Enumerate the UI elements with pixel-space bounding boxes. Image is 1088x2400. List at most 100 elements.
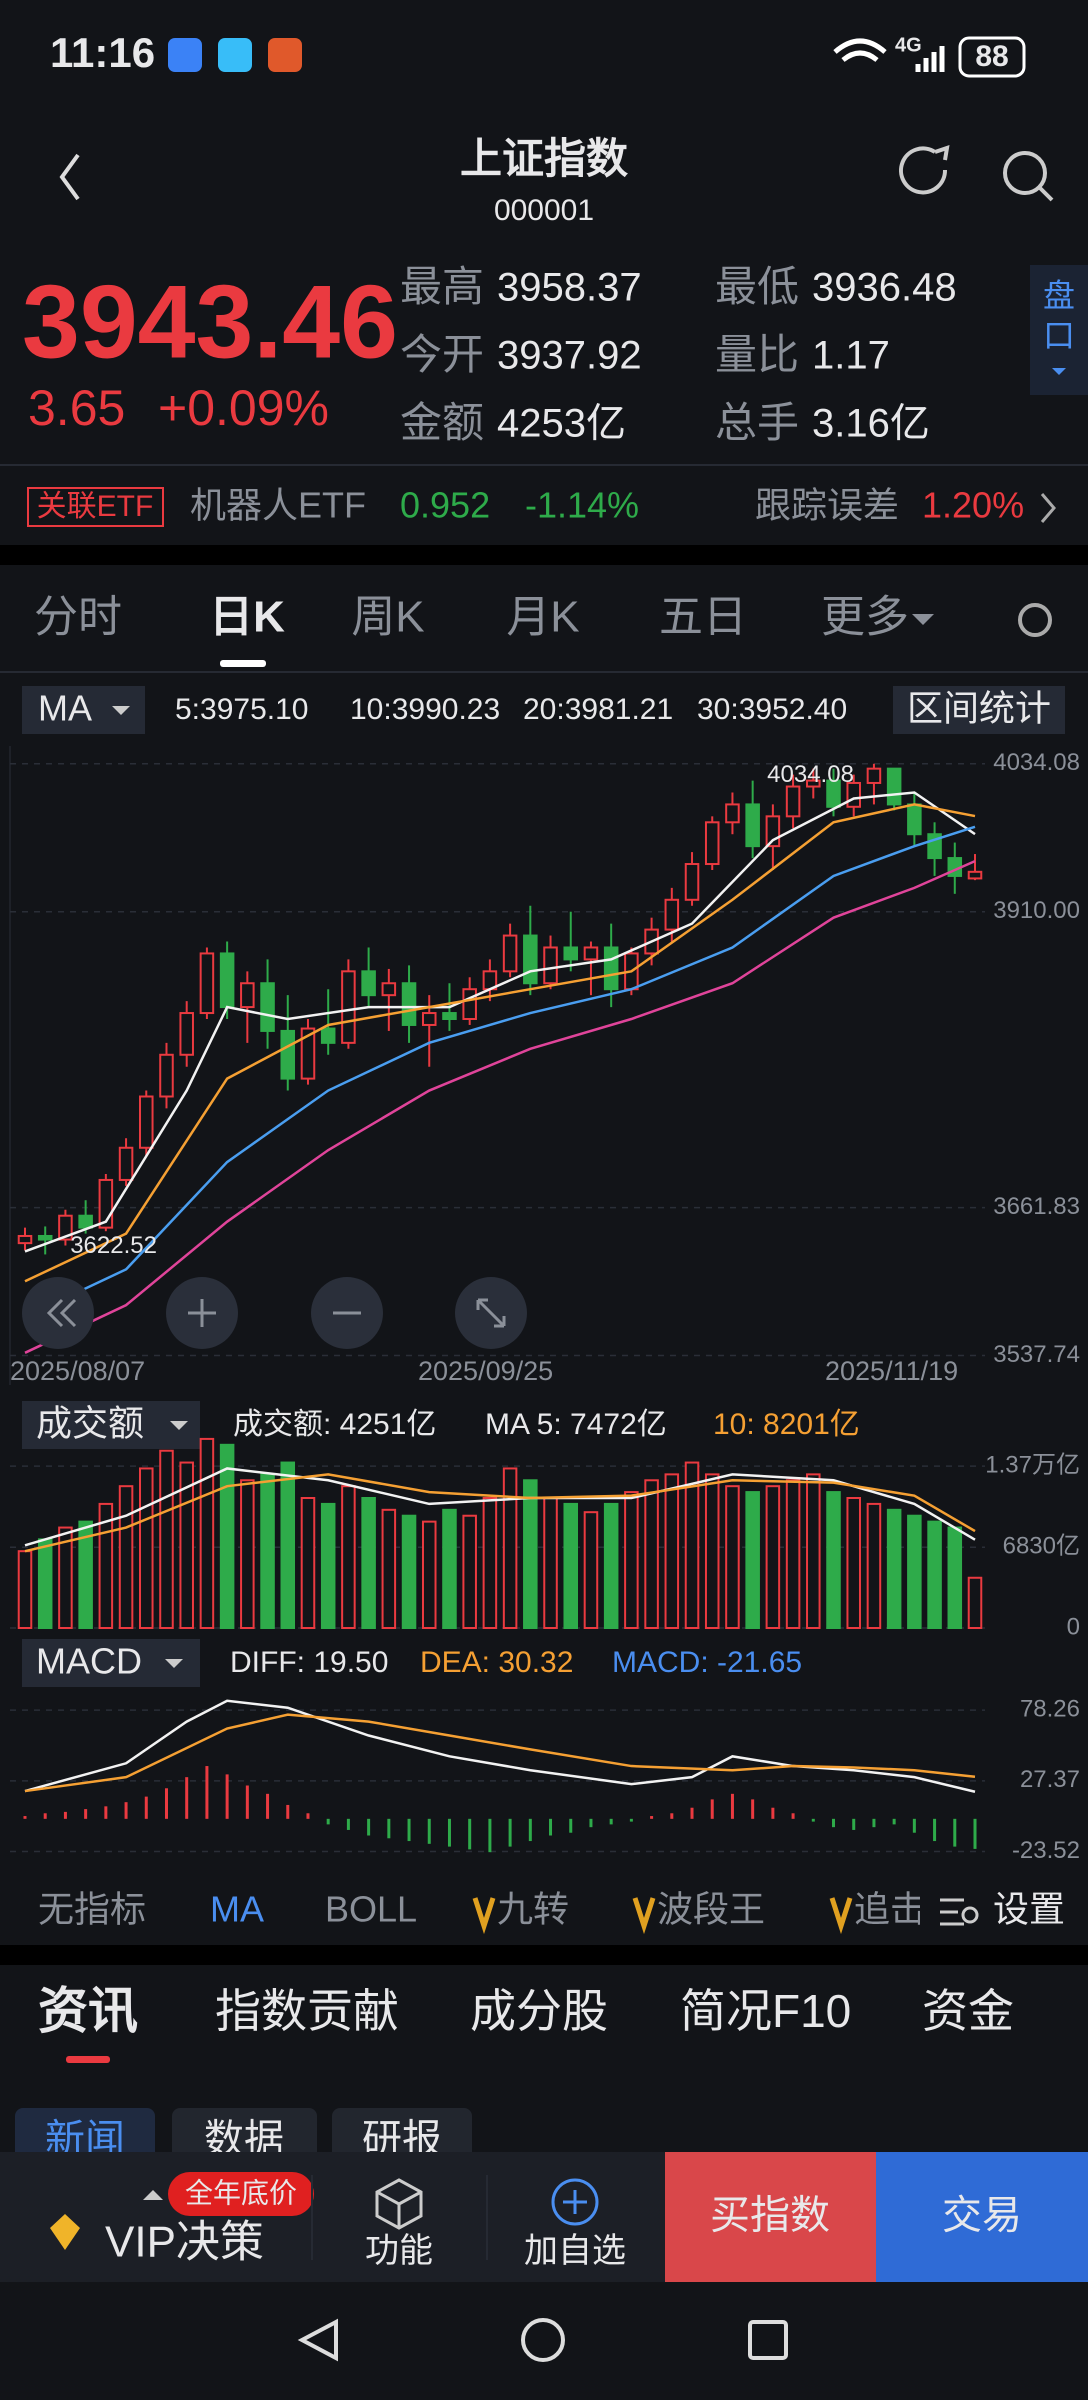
range-button-text[interactable]: 区间统计 [907, 688, 1051, 729]
info-tab[interactable]: 成分股 [470, 1985, 608, 2037]
candle-body [725, 803, 740, 824]
volume-bar [745, 1491, 760, 1630]
indicator-tab[interactable]: 波段王 [657, 1889, 765, 1930]
volume-bar [603, 1502, 619, 1629]
line [24, 1473, 976, 1553]
time: 11:16 [50, 29, 155, 76]
zoom-controls[interactable] [22, 1277, 527, 1349]
indicator-tab[interactable]: 无指标 [38, 1889, 146, 1930]
buy[interactable]: 买指数 [710, 2194, 830, 2238]
indicator-button[interactable] [22, 1401, 200, 1449]
indicator-settings[interactable]: 设置 [993, 1889, 1065, 1930]
volume-bar [341, 1485, 356, 1629]
period-tab[interactable]: 更多 [821, 593, 909, 642]
volume-bar [219, 1443, 235, 1630]
badge-text: 全年底价 [185, 2177, 297, 2208]
volume-bar [37, 1538, 53, 1630]
candle-body [603, 946, 619, 991]
band [0, 1945, 1088, 1965]
candle-body [159, 1053, 174, 1098]
macd-bar [427, 1818, 431, 1844]
volume-bar [907, 1514, 922, 1630]
info-tab[interactable]: 指数贡献 [215, 1985, 399, 2037]
macd-bar [670, 1813, 674, 1819]
candle-body [361, 970, 376, 997]
indicator[interactable]: MA [38, 688, 92, 729]
indicator-tab[interactable]: 九转 [497, 1889, 569, 1930]
add[interactable]: 加自选 [524, 2232, 626, 2270]
back-button[interactable] [59, 153, 80, 201]
volume-bar [280, 1461, 296, 1629]
buy-button[interactable] [665, 2152, 876, 2282]
macd-bar [953, 1818, 957, 1847]
candle-body [341, 970, 356, 1044]
app-icon [168, 38, 202, 72]
macd-bar [225, 1774, 229, 1819]
signal-icon [915, 46, 945, 72]
nav-back[interactable] [297, 2318, 338, 2362]
indicator-tab[interactable]: BOLL [325, 1889, 417, 1930]
indicator-tab[interactable]: MA [210, 1889, 264, 1930]
period-tab[interactable]: 月K [506, 593, 579, 642]
side-button-text[interactable]: 口 [1043, 317, 1075, 353]
etf-change: -1.14% [525, 485, 639, 526]
date-label: 2025/08/07 [10, 1356, 145, 1386]
battery [958, 36, 1026, 78]
chevron[interactable] [1040, 493, 1056, 523]
nav-home[interactable] [521, 2318, 565, 2362]
info-tab[interactable]: 资讯 [38, 1983, 138, 2039]
period-tab[interactable]: 日K [209, 593, 285, 642]
trade-button[interactable] [876, 2152, 1088, 2282]
range-button[interactable] [893, 686, 1065, 734]
candle-body [300, 1027, 316, 1080]
settings-button[interactable] [1018, 603, 1052, 637]
network: 4G [895, 34, 922, 56]
candle-body [240, 982, 255, 1009]
macd-bar [387, 1818, 391, 1839]
error-value: 1.20% [922, 485, 1024, 526]
candle-body [502, 934, 518, 973]
indicator[interactable]: MACD [36, 1641, 142, 1682]
search-button[interactable] [1003, 151, 1054, 202]
info-tab[interactable]: 简况F10 [680, 1985, 851, 2037]
candle-body [199, 952, 215, 1015]
etf-tag-box [27, 487, 164, 527]
indicator-tab[interactable]: 追击 [854, 1889, 926, 1930]
macd-bar [367, 1818, 371, 1836]
macd-bar [468, 1818, 472, 1850]
add-icon [563, 2190, 587, 2214]
macd-bar [286, 1804, 290, 1819]
period-tab[interactable]: 周K [351, 593, 424, 642]
period-tab[interactable]: 五日 [659, 593, 747, 642]
trade[interactable]: 交易 [942, 2194, 1022, 2238]
volume-bar [482, 1497, 498, 1629]
refresh-button[interactable] [899, 145, 950, 195]
function[interactable]: 功能 [365, 2232, 433, 2270]
function-icon [375, 2178, 423, 2230]
dropdown-arrow [912, 614, 934, 625]
info-tab[interactable]: 资金 [922, 1985, 1014, 2037]
candle-body [260, 982, 275, 1032]
vip[interactable]: VIP决策 [105, 2218, 264, 2267]
stat-value: 3958.37 [497, 266, 642, 310]
etf-name[interactable]: 机器人ETF [190, 485, 366, 526]
indicator[interactable]: 成交额 [36, 1403, 144, 1444]
stat-label: 金额 [400, 399, 484, 446]
period-tab[interactable]: 分时 [34, 593, 122, 642]
nav-recent[interactable] [748, 2320, 788, 2360]
add-icon [551, 2178, 599, 2226]
candle-body [401, 982, 417, 1026]
settings-icon [961, 1906, 979, 1924]
macd-bar [852, 1818, 856, 1830]
volume-bar [886, 1508, 902, 1630]
macd-bar [771, 1807, 775, 1819]
volume-bar [624, 1491, 639, 1630]
side-button-text[interactable]: 盘 [1043, 277, 1075, 313]
vip-icon [50, 2214, 80, 2250]
candle-body [17, 1234, 33, 1245]
y-tick-label: 3661.83 [993, 1193, 1080, 1220]
volume-bar [58, 1526, 73, 1629]
candle-body [543, 946, 558, 985]
battery-level: 88 [975, 40, 1008, 73]
macd-bar [185, 1777, 189, 1819]
